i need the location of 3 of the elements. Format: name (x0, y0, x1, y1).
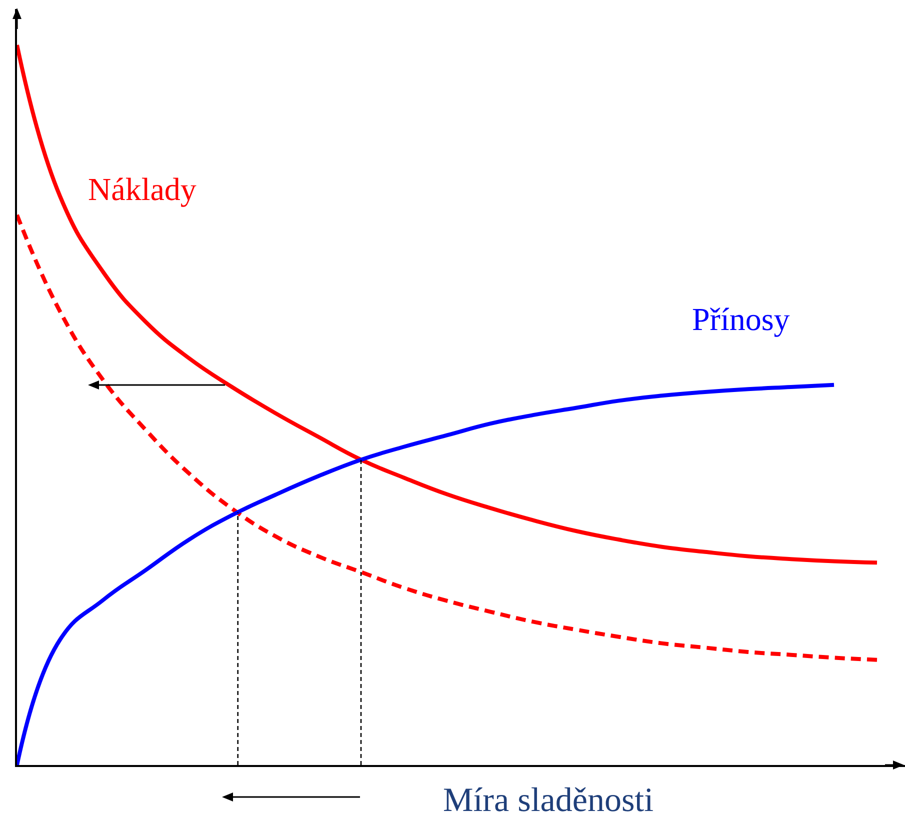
series-label: Přínosy (692, 301, 790, 337)
series-label: Náklady (88, 171, 196, 207)
x-axis-title: Míra sladěnosti (443, 782, 654, 818)
